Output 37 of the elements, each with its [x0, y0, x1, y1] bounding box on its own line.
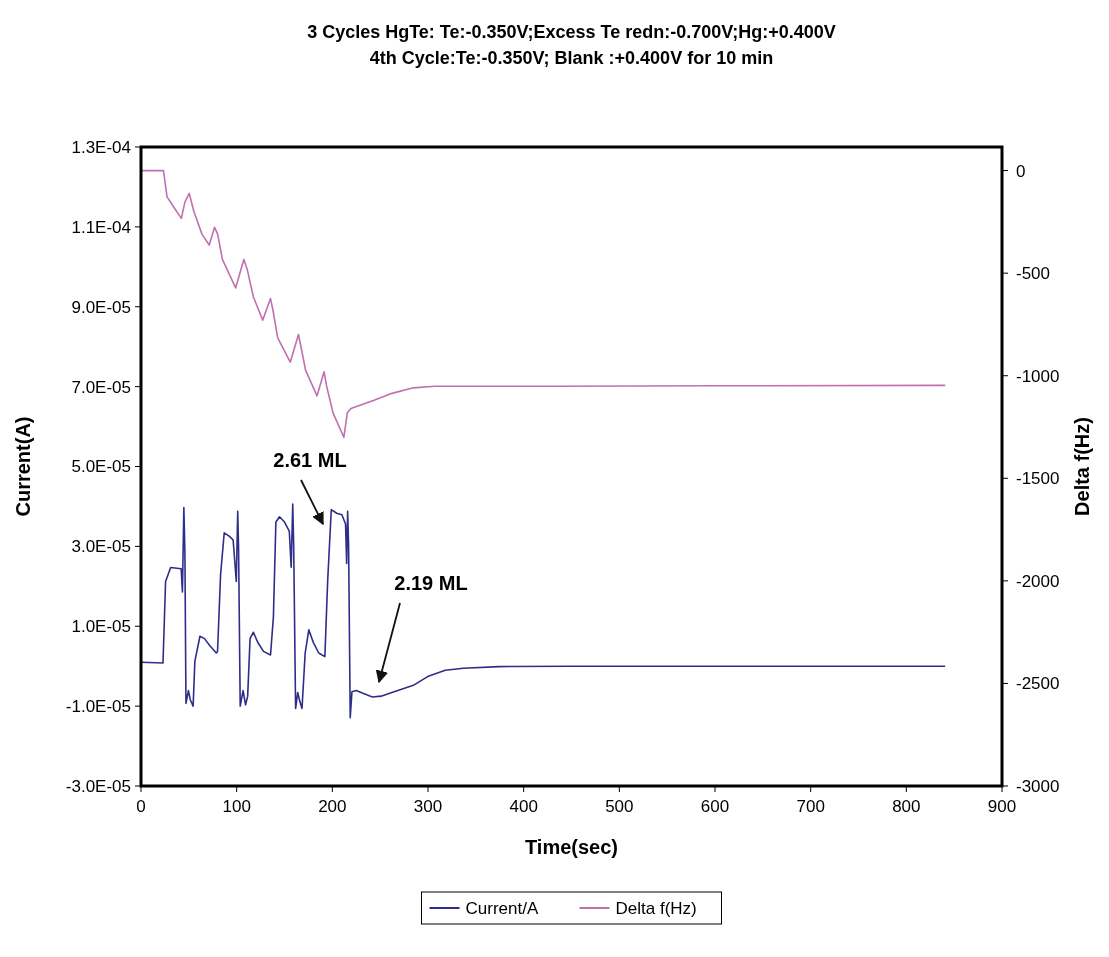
y2-tick-label: -500: [1016, 264, 1051, 284]
y-tick-label: 3.0E-05: [71, 537, 131, 557]
y-tick-label: 1.3E-04: [71, 137, 131, 157]
y2-tick-label: -2000: [1016, 571, 1060, 591]
line-series: [140, 503, 946, 719]
x-axis-title: Time(sec): [524, 836, 619, 858]
chart-subtitle: 4th Cycle:Te:-0.350V; Blank :+0.400V for 10 min: [369, 48, 774, 68]
x-tick-label: 400: [509, 797, 538, 816]
y2-tick-label: -2500: [1016, 674, 1060, 694]
y-tick-label: -3.0E-05: [65, 776, 131, 796]
x-tick-label: 700: [796, 797, 825, 816]
x-tick-label: 300: [413, 797, 443, 816]
y2-tick-label: 0: [1016, 161, 1026, 181]
line-series: [140, 169, 946, 439]
x-tick-label: 500: [605, 797, 634, 816]
y-tick-label: 1.0E-05: [71, 617, 131, 637]
legend-label: Delta f(Hz): [615, 898, 697, 918]
annotation: 2.61 ML: [273, 449, 347, 471]
y2-axis-title: Delta f(Hz): [1071, 417, 1093, 516]
annotation: 2.19 ML: [394, 572, 468, 594]
x-tick-label: 200: [318, 797, 347, 816]
y-tick-label: 7.0E-05: [71, 377, 131, 397]
y-tick-label: -1.0E-05: [65, 697, 131, 717]
x-tick-label: 600: [700, 797, 730, 816]
y2-tick-label: -1500: [1016, 469, 1060, 489]
y2-tick-label: -1000: [1016, 366, 1060, 386]
y-tick-label: 5.0E-05: [71, 457, 131, 477]
x-tick-label: 100: [222, 797, 251, 816]
x-tick-label: 0: [136, 797, 146, 816]
y-tick-label: 1.1E-04: [71, 217, 131, 237]
y-axis-title: Current(A): [12, 416, 34, 517]
legend-label: Current/A: [465, 898, 539, 918]
x-tick-label: 800: [892, 797, 921, 816]
y2-tick-label: -3000: [1016, 776, 1060, 796]
x-tick-label: 900: [987, 797, 1017, 816]
y-tick-label: 9.0E-05: [71, 297, 131, 317]
chart-title: 3 Cycles HgTe: Te:-0.350V;Excess Te redn:-0.700V;Hg:+0.400V: [307, 22, 836, 42]
